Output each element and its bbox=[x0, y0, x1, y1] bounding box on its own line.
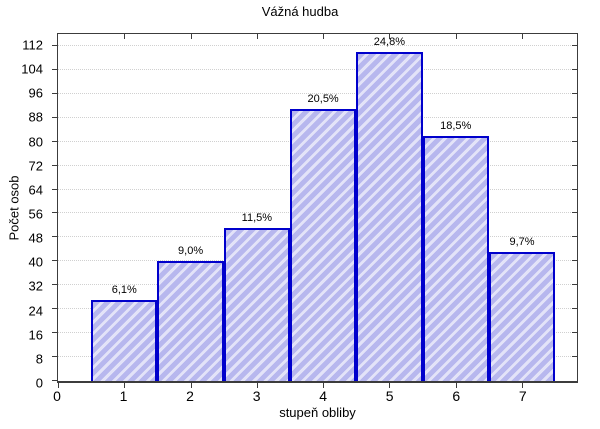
x-tick-mark-mirror bbox=[256, 34, 258, 39]
y-tick-mark-mirror bbox=[572, 332, 577, 334]
x-tick-label: 0 bbox=[53, 388, 61, 404]
y-tick-mark bbox=[52, 188, 57, 190]
x-tick-label: 2 bbox=[186, 388, 194, 404]
y-tick-mark bbox=[52, 332, 57, 334]
x-tick-label: 4 bbox=[319, 388, 328, 404]
x-tick-label: 1 bbox=[119, 388, 128, 404]
x-tick-label: 5 bbox=[385, 388, 394, 404]
y-tick-label: 48 bbox=[28, 230, 43, 246]
y-tick-mark-mirror bbox=[572, 212, 577, 214]
bar-percentage-label: 18,5% bbox=[440, 119, 472, 132]
y-tick-mark bbox=[52, 260, 57, 262]
histogram-bar bbox=[488, 252, 556, 381]
x-tick-mark bbox=[124, 383, 126, 388]
y-tick-mark bbox=[52, 308, 57, 310]
x-tick-label: 7 bbox=[518, 388, 527, 404]
y-tick-mark bbox=[52, 212, 57, 214]
y-tick-mark-mirror bbox=[572, 356, 577, 358]
x-tick-mark bbox=[455, 383, 457, 388]
y-tick-mark-mirror bbox=[572, 308, 577, 310]
plot-area: 6,1% 9,0% 11,5% 20,5% 24,8% 18,5% 9,7% bbox=[52, 33, 578, 388]
x-tick-mark-mirror bbox=[455, 34, 457, 39]
histogram-bar bbox=[422, 135, 489, 381]
y-tick-mark bbox=[52, 92, 57, 94]
y-tick-mark-mirror bbox=[572, 164, 577, 166]
y-tick-label: 16 bbox=[28, 327, 43, 343]
y-tick-mark bbox=[52, 356, 57, 358]
histogram-bar bbox=[356, 51, 423, 381]
y-tick-mark-mirror bbox=[572, 188, 577, 190]
y-tick-label: 104 bbox=[21, 61, 43, 77]
y-tick-label: 72 bbox=[28, 158, 43, 174]
bar-percentage-label: 9,7% bbox=[509, 236, 535, 249]
y-tick-label: 112 bbox=[22, 37, 43, 53]
histogram-bar bbox=[289, 108, 357, 381]
y-tick-mark-mirror bbox=[572, 260, 577, 262]
bar-percentage-label: 11,5% bbox=[241, 212, 273, 225]
histogram-bar bbox=[91, 300, 158, 381]
x-tick-mark bbox=[58, 383, 59, 388]
histogram-bar bbox=[157, 261, 224, 381]
x-tick-mark-mirror bbox=[124, 34, 126, 39]
x-tick-label: 3 bbox=[252, 388, 261, 404]
x-tick-mark-mirror bbox=[190, 34, 192, 39]
y-tick-label: 56 bbox=[28, 206, 43, 222]
y-tick-label: 8 bbox=[35, 351, 43, 367]
histogram-bar bbox=[223, 228, 290, 381]
bar-percentage-label: 6,1% bbox=[111, 284, 137, 297]
y-axis-tick-labels: 0 8 16 24 32 40 48 56 64 72 80 88 96 104 112 bbox=[0, 33, 50, 391]
y-tick-label: 0 bbox=[35, 375, 43, 391]
y-tick-mark-mirror bbox=[572, 44, 577, 46]
y-tick-label: 24 bbox=[28, 303, 43, 319]
y-tick-label: 96 bbox=[28, 85, 43, 101]
y-tick-label: 32 bbox=[28, 278, 43, 294]
y-tick-mark bbox=[52, 116, 57, 118]
bar-percentage-label: 9,0% bbox=[178, 245, 204, 258]
bar-percentage-label: 24,8% bbox=[373, 35, 406, 48]
y-tick-mark bbox=[52, 284, 57, 286]
y-tick-mark bbox=[52, 44, 57, 46]
x-tick-mark-mirror bbox=[389, 34, 391, 39]
y-tick-mark bbox=[52, 140, 57, 142]
y-tick-mark-mirror bbox=[572, 68, 577, 70]
gridline bbox=[58, 44, 577, 46]
x-tick-label: 6 bbox=[452, 388, 461, 404]
x-tick-mark bbox=[190, 383, 192, 388]
chart-title: Vážná hudba bbox=[261, 4, 339, 19]
x-tick-mark-mirror bbox=[521, 34, 523, 39]
y-tick-mark bbox=[52, 380, 57, 381]
gridline bbox=[58, 92, 577, 94]
y-tick-mark-mirror bbox=[572, 140, 577, 142]
x-axis-tick-labels: 0 1 2 3 4 5 6 7 bbox=[53, 388, 578, 404]
y-tick-mark bbox=[52, 68, 57, 70]
y-tick-mark bbox=[52, 236, 57, 238]
x-tick-mark bbox=[256, 383, 258, 388]
y-tick-mark-mirror bbox=[572, 284, 577, 286]
x-tick-mark bbox=[521, 383, 523, 388]
bar-percentage-label: 20,5% bbox=[307, 92, 339, 105]
x-tick-mark bbox=[389, 383, 391, 388]
y-tick-label: 40 bbox=[28, 254, 43, 270]
y-tick-mark bbox=[52, 164, 57, 166]
y-tick-mark-mirror bbox=[572, 236, 577, 238]
y-tick-label: 64 bbox=[28, 182, 43, 198]
gridline bbox=[58, 68, 577, 70]
x-tick-mark bbox=[323, 383, 325, 388]
y-tick-mark-mirror bbox=[572, 92, 577, 94]
y-tick-label: 80 bbox=[28, 134, 43, 150]
x-tick-mark-mirror bbox=[323, 34, 325, 39]
y-tick-label: 88 bbox=[28, 109, 43, 125]
x-axis-title: stupeň obliby bbox=[279, 405, 356, 420]
y-tick-mark-mirror bbox=[572, 116, 577, 118]
